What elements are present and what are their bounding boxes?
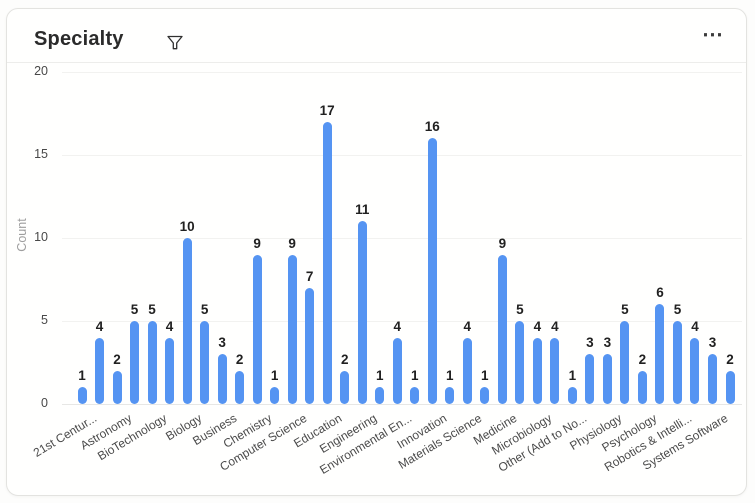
- bar[interactable]: [427, 138, 437, 404]
- bar[interactable]: [147, 321, 157, 404]
- more-menu-button[interactable]: ⋯: [702, 21, 724, 49]
- bar[interactable]: [182, 238, 192, 404]
- bar[interactable]: [165, 337, 175, 404]
- bar[interactable]: [672, 321, 682, 404]
- bar[interactable]: [340, 370, 350, 404]
- bar[interactable]: [690, 337, 700, 404]
- filter-button[interactable]: [162, 30, 188, 56]
- bar[interactable]: [655, 304, 665, 404]
- card-header: Specialty ⋯: [7, 9, 746, 63]
- header-divider: [7, 62, 746, 63]
- bar[interactable]: [410, 387, 420, 404]
- bar[interactable]: [637, 370, 647, 404]
- bar[interactable]: [725, 370, 735, 404]
- bar[interactable]: [550, 337, 560, 404]
- bar[interactable]: [305, 287, 315, 404]
- bar[interactable]: [620, 321, 630, 404]
- bar[interactable]: [95, 337, 104, 404]
- bar[interactable]: [77, 387, 87, 404]
- bar[interactable]: [287, 254, 297, 404]
- bar[interactable]: [462, 337, 472, 404]
- bar[interactable]: [497, 254, 507, 404]
- bar[interactable]: [270, 387, 280, 404]
- bar[interactable]: [445, 387, 455, 404]
- bar[interactable]: [322, 121, 332, 404]
- funnel-filter-icon: [167, 35, 183, 50]
- bar[interactable]: [130, 321, 140, 404]
- bar[interactable]: [252, 254, 262, 404]
- bar[interactable]: [602, 354, 612, 404]
- bar[interactable]: [375, 387, 385, 404]
- bar[interactable]: [480, 387, 490, 404]
- bar[interactable]: [112, 370, 122, 404]
- bar[interactable]: [708, 354, 717, 404]
- bar[interactable]: [532, 337, 542, 404]
- bar[interactable]: [217, 354, 227, 404]
- specialty-chart-card: Specialty ⋯: [6, 8, 747, 496]
- bar[interactable]: [515, 321, 525, 404]
- bar[interactable]: [357, 221, 367, 404]
- bar[interactable]: [200, 321, 210, 404]
- bar[interactable]: [235, 370, 245, 404]
- card-title: Specialty: [34, 28, 124, 50]
- bar[interactable]: [585, 354, 595, 404]
- bar[interactable]: [567, 387, 577, 404]
- bar[interactable]: [392, 337, 402, 404]
